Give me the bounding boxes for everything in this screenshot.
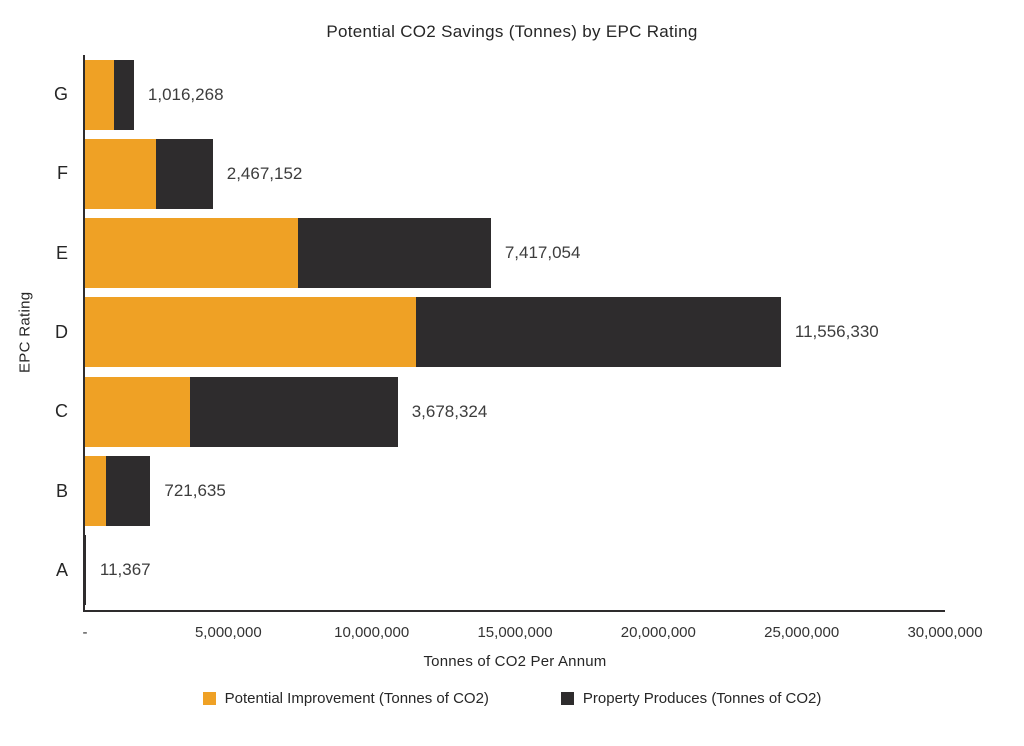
bar-value-label: 2,467,152 [226, 163, 303, 183]
x-axis-title: Tonnes of CO2 Per Annum [423, 653, 607, 670]
bar-row-a: 11,367 [85, 531, 945, 610]
x-tick: 10,000,000 [334, 624, 410, 641]
bar-row-d: 11,556,330 [85, 293, 945, 372]
legend-swatch-icon [560, 692, 574, 705]
bar-segment-improvement [85, 59, 115, 130]
y-axis-label-g: G [53, 84, 68, 105]
bar-segment-improvement [85, 456, 106, 527]
legend-entry-produces: Property Produces (Tonnes of CO2) [560, 690, 822, 707]
y-axis-label-c: C [55, 401, 68, 422]
y-axis-label-b: B [55, 480, 68, 501]
x-tick: 20,000,000 [620, 624, 696, 641]
bar-row-e: 7,417,054 [85, 214, 945, 293]
legend-label: Potential Improvement (Tonnes of CO2) [224, 690, 489, 707]
bar-segment-produces [155, 138, 213, 209]
bar-row-f: 2,467,152 [85, 134, 945, 213]
y-axis-label-f: F [57, 163, 68, 184]
legend-entry-improvement: Potential Improvement (Tonnes of CO2) [202, 690, 489, 707]
x-tick: 5,000,000 [194, 624, 262, 641]
legend-swatch-icon [202, 692, 216, 705]
bar-segment-produces [416, 297, 781, 368]
x-axis-ticks: - 5,000,000 10,000,000 15,000,000 20,000,000… [82, 624, 983, 644]
bar-value-label: 3,678,324 [411, 401, 488, 421]
legend: Potential Improvement (Tonnes of CO2) Pro… [0, 690, 1024, 707]
y-axis-title: EPC Rating [16, 291, 34, 374]
bar-value-label: 11,556,330 [794, 322, 879, 342]
bar-segment-improvement [85, 218, 298, 289]
bar-value-label: 7,417,054 [504, 243, 581, 263]
legend-label: Property Produces (Tonnes of CO2) [582, 690, 822, 707]
bar-segment-improvement [85, 297, 417, 368]
bar-segment-produces [297, 218, 491, 289]
bar-segment-produces [105, 456, 151, 527]
y-axis-label-e: E [55, 242, 68, 263]
bar-segment-produces [85, 535, 86, 606]
x-tick: - [82, 624, 88, 641]
plot-area: 1,016,268 2,467,152 7,417,054 11,556,330 3,6… [83, 55, 945, 612]
x-tick: 25,000,000 [764, 624, 840, 641]
bar-row-c: 3,678,324 [85, 372, 945, 451]
bar-segment-produces [190, 376, 398, 447]
x-tick: 30,000,000 [907, 624, 983, 641]
bar-row-g: 1,016,268 [85, 55, 945, 134]
bar-value-label: 11,367 [99, 560, 151, 580]
bar-segment-improvement [85, 138, 156, 209]
bar-row-b: 721,635 [85, 451, 945, 530]
y-axis-label-a: A [55, 559, 68, 580]
bar-value-label: 721,635 [164, 481, 226, 501]
x-tick: 15,000,000 [477, 624, 553, 641]
chart-title: Potential CO2 Savings (Tonnes) by EPC Ra… [326, 22, 698, 41]
y-axis-labels: G F E D C B A [36, 55, 74, 610]
bar-value-label: 1,016,268 [147, 84, 224, 104]
bar-segment-improvement [85, 376, 191, 447]
y-axis-label-d: D [55, 321, 68, 342]
bar-segment-produces [114, 59, 134, 130]
